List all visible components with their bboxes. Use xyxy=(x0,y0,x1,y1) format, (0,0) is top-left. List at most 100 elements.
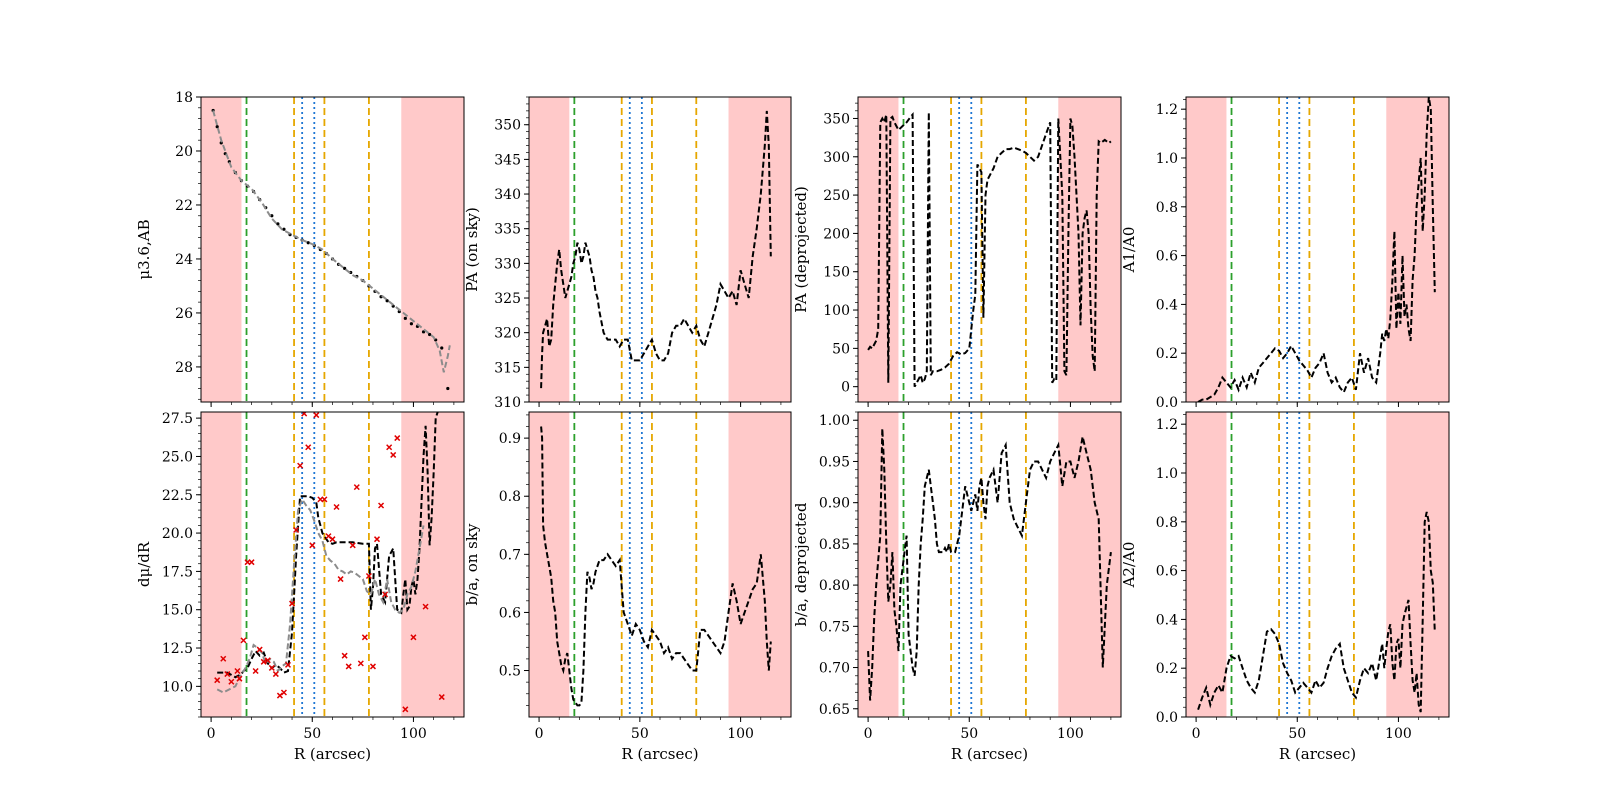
data-point xyxy=(378,502,385,509)
data-point xyxy=(256,646,263,653)
data-point xyxy=(357,660,364,667)
data-point xyxy=(224,671,231,678)
x-axis-label: R (arcsec) xyxy=(621,745,698,763)
data-point xyxy=(228,678,235,685)
x-tick-label: 0 xyxy=(535,726,544,742)
data-point xyxy=(272,671,279,678)
y-tick-label: 0.9 xyxy=(499,431,521,447)
y-tick-label: 25.0 xyxy=(162,449,193,465)
x-tick-label: 100 xyxy=(1385,726,1412,742)
series-line xyxy=(867,111,1112,388)
y-tick-label: 0.90 xyxy=(819,496,850,512)
data-point xyxy=(329,536,336,543)
y-tick-label: 0.65 xyxy=(819,702,850,718)
shaded-region xyxy=(1186,97,1227,402)
y-tick-label: 350 xyxy=(823,111,850,127)
y-tick-label: 0.8 xyxy=(1156,200,1178,216)
data-point xyxy=(220,655,227,662)
shaded-region xyxy=(1386,412,1449,717)
data-point xyxy=(353,484,360,491)
x-tick-label: 50 xyxy=(303,726,321,742)
y-tick-label: 340 xyxy=(494,187,521,203)
y-tick-label: 17.5 xyxy=(162,564,193,580)
y-axis-label: dμ/dR xyxy=(135,541,153,587)
series-line xyxy=(540,426,772,707)
y-tick-label: 320 xyxy=(494,326,521,342)
data-point xyxy=(428,332,432,337)
data-point xyxy=(276,222,280,226)
y-tick-label: 27.5 xyxy=(162,411,193,427)
y-tick-label: 10.0 xyxy=(162,679,193,695)
panel-p1: 18 20 22 24 26 28 μ3.6,AB xyxy=(135,90,465,407)
panel-p5: 10.0 12.5 15.0 17.5 20.0 22.5 25.0 27.5 0 50 100 R … xyxy=(135,411,465,763)
data-point xyxy=(252,667,259,675)
series-line xyxy=(217,412,439,679)
data-point xyxy=(373,536,381,543)
data-point xyxy=(341,652,348,659)
shaded-region xyxy=(1186,412,1227,717)
y-tick-label: 350 xyxy=(494,118,521,134)
plot-area xyxy=(529,97,791,402)
data-point xyxy=(385,299,389,303)
y-axis-label: μ3.6,AB xyxy=(135,219,153,279)
x-tick-label: 0 xyxy=(207,726,216,742)
y-axis-label: PA (deprojected) xyxy=(792,186,810,313)
y-tick-label: 0.6 xyxy=(1156,564,1178,580)
y-axis-label: b/a, deprojected xyxy=(792,502,810,626)
y-tick-label: 1.2 xyxy=(1156,102,1178,118)
y-tick-label: 335 xyxy=(494,222,521,238)
y-tick-label: 0.8 xyxy=(499,489,521,505)
series-line xyxy=(1197,511,1436,713)
y-tick-label: 24 xyxy=(175,252,193,268)
shaded-region xyxy=(529,97,570,402)
data-point xyxy=(248,559,255,566)
data-point xyxy=(361,634,368,641)
data-point xyxy=(270,214,274,218)
data-point xyxy=(284,661,292,668)
data-point xyxy=(446,386,450,391)
plot-area xyxy=(858,412,1121,717)
data-point xyxy=(215,125,219,129)
data-point xyxy=(309,542,316,549)
data-point xyxy=(369,663,376,670)
data-point xyxy=(306,241,310,245)
data-point xyxy=(282,227,286,231)
shaded-region xyxy=(1386,97,1449,402)
data-point xyxy=(438,694,445,701)
y-tick-label: 150 xyxy=(823,265,850,281)
panel-p2: 310 315 320 325 330 335 340 345 350 PA (on sky) xyxy=(463,96,792,411)
y-tick-label: 0.8 xyxy=(1156,515,1178,531)
y-axis-label: A1/A0 xyxy=(1120,227,1138,274)
shaded-region xyxy=(858,97,899,402)
y-tick-label: 250 xyxy=(823,188,850,204)
data-point xyxy=(349,542,356,549)
x-tick-label: 50 xyxy=(960,726,978,742)
panel-p8: 0.0 0.2 0.4 0.6 0.8 1.0 1.2 0 50 100 R (arcsec) A2/… xyxy=(1120,411,1450,763)
y-tick-label: 28 xyxy=(175,360,193,376)
shaded-region xyxy=(401,97,464,402)
data-point xyxy=(403,316,407,320)
data-point xyxy=(280,689,287,696)
x-tick-label: 0 xyxy=(864,726,873,742)
data-point xyxy=(305,444,312,451)
y-tick-label: 0.4 xyxy=(1156,297,1178,313)
y-tick-label: 15.0 xyxy=(162,603,193,619)
x-axis-label: R (arcsec) xyxy=(1279,745,1356,763)
data-point xyxy=(422,603,429,610)
data-point xyxy=(386,444,393,451)
y-tick-label: 345 xyxy=(494,152,521,168)
data-point xyxy=(301,412,308,417)
y-tick-label: 1.0 xyxy=(1156,151,1178,167)
y-tick-label: 0.5 xyxy=(499,664,521,680)
y-tick-label: 200 xyxy=(823,226,850,242)
y-tick-label: 0.85 xyxy=(819,537,850,553)
y-tick-label: 1.2 xyxy=(1156,417,1178,433)
data-point xyxy=(297,462,304,469)
series-line xyxy=(212,110,451,373)
data-point xyxy=(402,706,409,713)
y-tick-label: 22.5 xyxy=(162,488,193,504)
x-axis-label: R (arcsec) xyxy=(951,745,1028,763)
shaded-region xyxy=(201,97,242,402)
series-line xyxy=(1197,97,1436,402)
data-point xyxy=(289,600,296,607)
